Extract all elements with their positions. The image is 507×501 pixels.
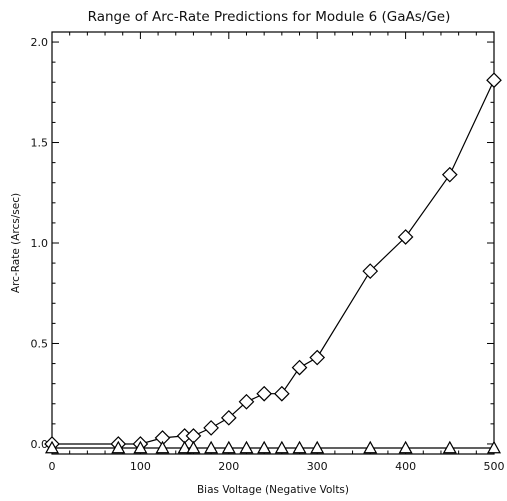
- triangle-marker: [257, 440, 272, 454]
- triangle-marker: [177, 440, 192, 454]
- diamond-marker: [309, 349, 326, 366]
- x-tick-label: 200: [218, 460, 239, 473]
- triangle-marker: [155, 440, 170, 454]
- triangle-marker: [274, 440, 289, 454]
- y-tick-label: 1.0: [31, 237, 49, 250]
- diamond-marker: [291, 359, 308, 376]
- triangle-marker: [186, 440, 201, 454]
- triangle-marker: [204, 440, 219, 454]
- triangle-marker: [133, 440, 148, 454]
- diamond-marker: [273, 385, 290, 402]
- x-axis: 0 100 200 300 400 500: [49, 32, 505, 473]
- plot-frame: [51, 31, 495, 455]
- x-tick-label: 100: [130, 460, 151, 473]
- chart-title: Range of Arc-Rate Predictions for Module…: [88, 9, 451, 25]
- triangle-marker: [363, 440, 378, 454]
- y-tick-label: 2.0: [31, 36, 49, 49]
- diamond-marker: [203, 420, 219, 436]
- triangle-marker: [111, 440, 126, 454]
- triangle-marker: [292, 440, 307, 454]
- series-line-diamond: [52, 79, 495, 445]
- y-tick-label: 0.0: [31, 438, 49, 451]
- x-tick-label: 500: [484, 460, 505, 473]
- x-tick-label: 0: [49, 460, 56, 473]
- x-tick-label: 300: [307, 460, 328, 473]
- diamond-marker: [362, 263, 379, 279]
- x-tick-label: 400: [395, 460, 416, 473]
- diamond-marker: [238, 393, 255, 410]
- triangle-marker: [398, 440, 413, 454]
- y-axis: 0.0 0.5 1.0 1.5 2.0: [31, 36, 494, 451]
- triangle-marker: [486, 440, 502, 454]
- diamond-marker: [220, 409, 237, 426]
- diamond-marker: [486, 72, 502, 89]
- y-tick-label: 1.5: [31, 137, 49, 150]
- triangle-marker: [239, 440, 254, 454]
- y-tick-label: 0.5: [31, 337, 49, 350]
- triangle-marker: [310, 440, 325, 454]
- diamond-marker: [256, 385, 273, 402]
- triangle-marker: [44, 440, 60, 454]
- diamond-marker: [441, 166, 458, 183]
- y-axis-label: Arc-Rate (Arcs/sec): [10, 193, 22, 293]
- triangle-marker: [442, 440, 457, 454]
- diamond-marker: [397, 229, 414, 245]
- series-group: [44, 72, 502, 454]
- triangle-marker: [221, 440, 236, 454]
- x-axis-label: Bias Voltage (Negative Volts): [197, 484, 349, 496]
